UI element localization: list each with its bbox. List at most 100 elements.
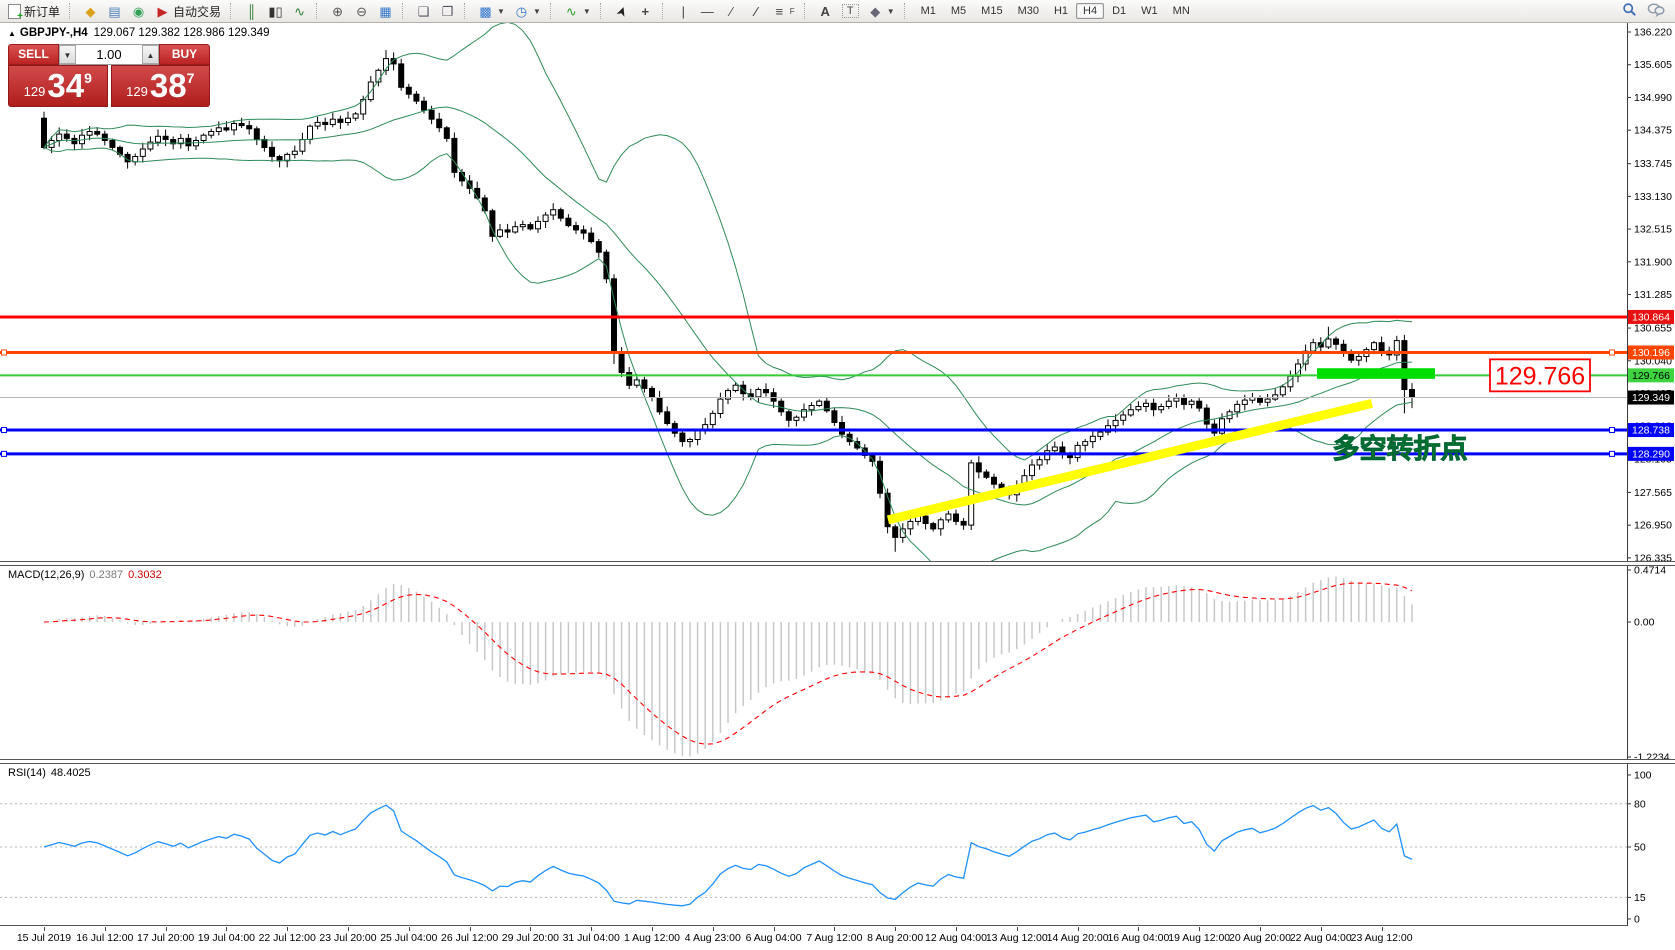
- line-handle[interactable]: [1, 427, 7, 434]
- chat-icon[interactable]: [1647, 2, 1665, 20]
- fibonacci-icon: ≡: [775, 3, 784, 19]
- timeframe-h1[interactable]: H1: [1053, 5, 1069, 17]
- indicators-button[interactable]: ∿ ▼: [560, 1, 595, 22]
- macd-panel[interactable]: 0.4714 0.00 -1.2234: [0, 565, 1675, 764]
- panel-splitter[interactable]: [0, 561, 1675, 566]
- volume-decrease-button[interactable]: ▼: [59, 45, 76, 64]
- time-tick: [469, 927, 471, 931]
- profiles-button[interactable]: ◷ ▼: [510, 1, 545, 22]
- crosshair-icon: +: [641, 3, 650, 19]
- timeframe-d1[interactable]: D1: [1112, 5, 1127, 17]
- auto-trading-button[interactable]: ▶ 自动交易: [151, 1, 225, 22]
- arrange-cascade-button[interactable]: ❏: [412, 1, 435, 22]
- arrange-tile-button[interactable]: ❐: [436, 1, 459, 22]
- yellow-trendline[interactable]: [886, 398, 1374, 525]
- new-order-button[interactable]: 新订单: [4, 1, 64, 22]
- fibonacci-tool[interactable]: ≡ F: [768, 1, 799, 22]
- horizontal-line-tool[interactable]: —: [696, 1, 719, 22]
- time-tick: [1138, 927, 1140, 931]
- sell-price-sup: 9: [84, 70, 92, 86]
- shapes-tool[interactable]: ◆ ▼: [864, 1, 899, 22]
- time-tick: [652, 927, 653, 931]
- chevron-down-icon: ▼: [497, 6, 505, 16]
- time-tick: [1260, 927, 1261, 931]
- line-handle[interactable]: [1609, 450, 1615, 457]
- time-axis-label: 4 Aug 23:00: [684, 932, 741, 944]
- price-tick-label: 133.745: [1634, 158, 1672, 170]
- macd-histogram: [50, 576, 1413, 757]
- chevron-down-icon: ▼: [582, 6, 591, 16]
- time-axis-label: 20 Aug 20:00: [1229, 932, 1291, 944]
- timeframe-h4[interactable]: H4: [1076, 3, 1105, 19]
- market-watch-button[interactable]: ▤: [103, 1, 126, 22]
- toolbar-separator: [402, 3, 408, 19]
- new-chart-button[interactable]: ▩ ▼: [474, 1, 509, 22]
- timeframe-m15[interactable]: M15: [981, 5, 1003, 17]
- chevron-down-icon: ▼: [886, 6, 895, 16]
- trendline-tool[interactable]: ∕: [720, 1, 743, 22]
- sell-price-button[interactable]: 129 34 9: [8, 65, 108, 107]
- line-chart-button[interactable]: ∿: [288, 1, 311, 22]
- tile-windows-button[interactable]: ▦: [374, 1, 397, 22]
- buy-price-button[interactable]: 129 38 7: [110, 65, 210, 107]
- turning-point-annotation[interactable]: 多空转折点: [1332, 433, 1468, 465]
- timeframe-m30[interactable]: M30: [1017, 5, 1039, 17]
- timeframe-m5[interactable]: M5: [950, 5, 967, 17]
- bar-chart-button[interactable]: ║: [240, 1, 263, 22]
- zoom-in-button[interactable]: ⊕: [326, 1, 349, 22]
- time-axis-label: 19 Jul 04:00: [197, 932, 255, 944]
- candlestick-chart-button[interactable]: ▮▯: [264, 1, 287, 22]
- main-chart-panel[interactable]: 136.220 135.605 134.990 134.375 133.745 133.1…: [0, 21, 1675, 578]
- volume-increase-button[interactable]: ▲: [142, 45, 159, 64]
- buy-button[interactable]: BUY: [159, 44, 210, 65]
- time-tick: [226, 927, 228, 931]
- axis-badge-130.864: 130.864: [1628, 309, 1674, 324]
- hline-130.196[interactable]: [0, 349, 1627, 356]
- rsi-panel[interactable]: 100 80 50 15 0: [0, 763, 1675, 931]
- panel-splitter[interactable]: [0, 759, 1675, 764]
- time-axis-label: 29 Jul 20:00: [501, 932, 559, 944]
- time-axis-label: 13 Aug 12:00: [985, 932, 1048, 944]
- vertical-line-tool[interactable]: |: [672, 1, 695, 22]
- zoom-out-button[interactable]: ⊖: [350, 1, 373, 22]
- time-axis-label: 26 Jul 12:00: [440, 932, 499, 944]
- timeframe-m1[interactable]: M1: [920, 5, 936, 17]
- price-tick-label: 131.900: [1634, 256, 1672, 268]
- arrange-tile-icon: ❐: [441, 3, 454, 19]
- signals-button[interactable]: ◉: [127, 1, 150, 22]
- line-handle[interactable]: [1609, 349, 1615, 356]
- text-label-tool[interactable]: T: [838, 1, 863, 22]
- macd-signal-value: 0.3032: [128, 569, 162, 581]
- line-handle[interactable]: [1, 450, 7, 457]
- time-axis[interactable]: 15 Jul 2019 16 Jul 12:00 17 Jul 20:00 19 Ju…: [0, 927, 1675, 950]
- text-tool[interactable]: A: [814, 1, 837, 22]
- crosshair-button[interactable]: +: [634, 1, 657, 22]
- hline-128.290[interactable]: [0, 450, 1627, 457]
- layers-button[interactable]: ◆: [79, 1, 102, 22]
- shapes-icon: ◆: [870, 3, 881, 19]
- axis-badge-130.196: 130.196: [1628, 345, 1674, 360]
- timeframe-w1[interactable]: W1: [1141, 5, 1158, 17]
- collapse-arrow-icon[interactable]: ▲: [8, 29, 16, 38]
- search-icon[interactable]: [1622, 2, 1637, 20]
- rsi-line: [43, 804, 1413, 907]
- time-tick: [834, 927, 836, 931]
- time-axis-label: 31 Jul 04:00: [562, 932, 620, 944]
- timeframe-mn[interactable]: MN: [1172, 5, 1190, 17]
- axis-badge-129.349: 129.349: [1628, 390, 1674, 405]
- svg-text:130.196: 130.196: [1632, 347, 1670, 359]
- volume-input[interactable]: [76, 45, 142, 64]
- rsi-axis-label: 15: [1634, 892, 1646, 904]
- channel-tool[interactable]: ∕∕: [744, 1, 767, 22]
- auto-trading-icon: ▶: [157, 3, 168, 19]
- hline-128.738[interactable]: [0, 427, 1627, 434]
- sell-button[interactable]: SELL: [8, 44, 59, 65]
- tile-windows-icon: ▦: [379, 3, 392, 19]
- cursor-button[interactable]: ➤: [610, 1, 633, 22]
- green-highlight-zone[interactable]: [1317, 368, 1435, 379]
- line-handle[interactable]: [1609, 427, 1615, 434]
- time-tick: [1199, 927, 1201, 931]
- price-callout[interactable]: 129.766: [1489, 358, 1591, 393]
- line-handle[interactable]: [1, 349, 7, 356]
- toolbar-separator: [903, 3, 910, 19]
